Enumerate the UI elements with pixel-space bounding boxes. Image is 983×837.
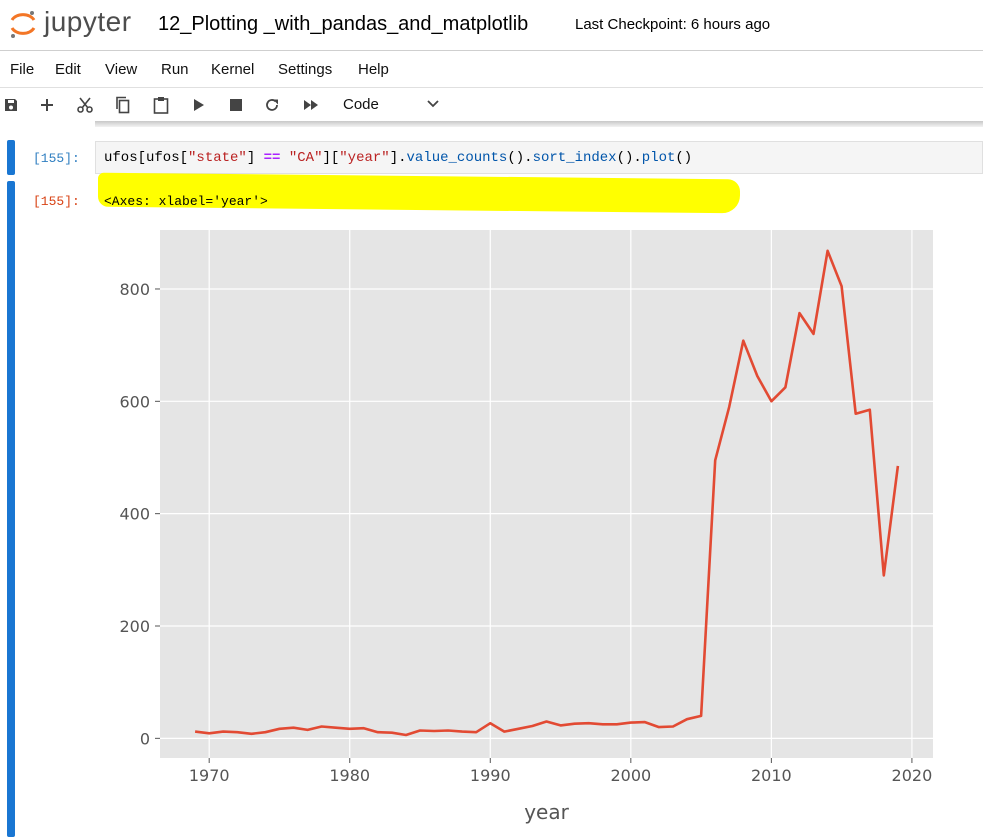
output-prompt: [155]: — [33, 194, 80, 209]
run-icon[interactable] — [189, 95, 209, 115]
toolbar: Code — [0, 88, 983, 122]
checkpoint-status: Last Checkpoint: 6 hours ago — [575, 16, 771, 33]
y-tick-label: 600 — [119, 392, 150, 411]
menu-help[interactable]: Help — [358, 61, 389, 78]
menu-kernel[interactable]: Kernel — [211, 61, 255, 78]
code-token: ufos[ufos[ — [104, 150, 189, 166]
save-icon[interactable] — [1, 95, 21, 115]
top-bar: jupyter 12_Plotting _with_pandas_and_mat… — [0, 0, 983, 51]
y-tick-label: 200 — [119, 617, 150, 636]
x-tick-label: 1990 — [470, 766, 511, 785]
output-collapser[interactable] — [7, 181, 15, 837]
input-prompt: [155]: — [33, 151, 80, 166]
stop-icon[interactable] — [226, 95, 246, 115]
code-token: ]. — [389, 150, 407, 166]
code-token: (). — [616, 150, 642, 166]
output-text: <Axes: xlabel='year'> — [104, 194, 268, 209]
paste-icon[interactable] — [151, 95, 171, 115]
y-tick-label: 0 — [140, 729, 150, 748]
menu-file[interactable]: File — [10, 61, 35, 78]
logo-text: jupyter — [44, 6, 132, 37]
cell-type-select[interactable]: Code — [343, 96, 379, 113]
restart-icon[interactable] — [262, 95, 282, 115]
x-tick-label: 1980 — [329, 766, 370, 785]
y-tick-label: 800 — [119, 280, 150, 299]
menu-settings[interactable]: Settings — [278, 61, 333, 78]
scroll-shadow — [95, 121, 983, 127]
code-token — [280, 150, 288, 166]
copy-icon[interactable] — [113, 95, 133, 115]
menu-run[interactable]: Run — [161, 61, 189, 78]
code-token: "year" — [339, 150, 390, 166]
code-editor[interactable]: ufos[ufos["state"] == "CA"]["year"].valu… — [95, 141, 983, 174]
code-token: ][ — [322, 150, 340, 166]
x-tick-label: 2020 — [892, 766, 933, 785]
menu-bar: File Edit View Run Kernel Settings Help — [0, 51, 983, 88]
x-axis-label: year — [524, 800, 569, 824]
x-tick-label: 2010 — [751, 766, 792, 785]
notebook-title[interactable]: 12_Plotting _with_pandas_and_matplotlib — [158, 13, 529, 35]
menu-edit[interactable]: Edit — [55, 61, 81, 78]
code-token: value_counts — [406, 150, 508, 166]
x-tick-label: 1970 — [189, 766, 230, 785]
code-token: == — [263, 150, 281, 166]
jupyter-logo-icon — [10, 11, 36, 38]
add-icon[interactable] — [37, 95, 57, 115]
menu-view[interactable]: View — [105, 61, 138, 78]
code-token: plot — [641, 150, 676, 166]
y-tick-label: 400 — [119, 505, 150, 524]
code-token: (). — [507, 150, 533, 166]
code-token: () — [675, 150, 693, 166]
series-line — [194, 249, 900, 737]
chevron-down-icon[interactable] — [426, 97, 440, 111]
code-token: "CA" — [288, 150, 323, 166]
input-collapser[interactable] — [7, 140, 15, 175]
code-token: "state" — [188, 150, 247, 166]
run-all-icon[interactable] — [301, 95, 321, 115]
cut-icon[interactable] — [75, 95, 95, 115]
x-tick-label: 2000 — [610, 766, 651, 785]
code-line: ufos[ufos["state"] == "CA"]["year"].valu… — [104, 150, 692, 166]
code-token: ] — [246, 150, 264, 166]
line-chart: 1970 1980 1990 2000 2010 2020 0 200 400 600 800 yea… — [119, 230, 933, 824]
code-token: sort_index — [532, 150, 617, 166]
